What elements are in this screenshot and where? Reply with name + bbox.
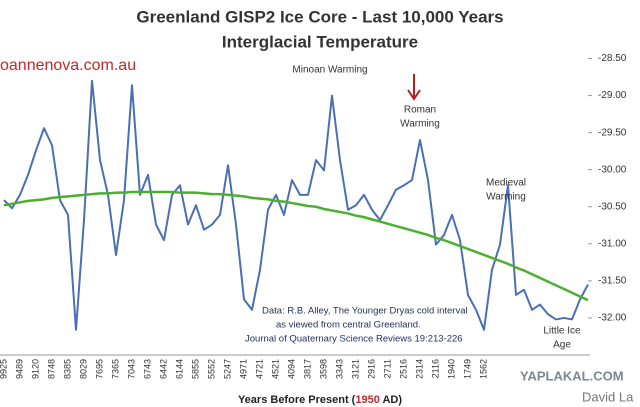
x-title-part: AD) <box>380 394 403 406</box>
x-tick-label: 8029 <box>78 359 88 379</box>
y-tick-label: -30.50 <box>598 201 627 212</box>
y-tick-label: -31.50 <box>598 276 627 287</box>
x-tick-label: 2116 <box>430 359 440 378</box>
x-tick-label: 3817 <box>302 359 312 379</box>
x-tick-label: 5247 <box>222 359 232 379</box>
x-tick-label: 4971 <box>238 359 248 379</box>
x-tick-label: 6442 <box>158 359 168 379</box>
x-tick-label: 2314 <box>414 359 424 379</box>
y-tick-label: -30.00 <box>598 164 627 175</box>
x-tick-label: 6743 <box>142 359 152 379</box>
y-tick-label: -29.50 <box>598 127 627 138</box>
x-tick-label: 1749 <box>462 359 472 379</box>
x-tick-label: 9120 <box>30 359 40 379</box>
y-tick-label: -31.00 <box>598 238 627 249</box>
x-tick-label: 4094 <box>286 359 296 379</box>
annotation: Medieval <box>486 178 526 189</box>
x-axis-title: Years Before Present (1950 AD) <box>238 394 402 406</box>
source-note: Data: R.B. Alley, The Younger Dryas cold… <box>262 306 468 317</box>
x-tick-label: 4721 <box>254 359 264 379</box>
annotation: Warming <box>400 119 440 130</box>
arrow <box>407 74 421 101</box>
trend-line <box>3 190 589 302</box>
x-tick-label: 1940 <box>446 359 456 379</box>
temperature-line <box>3 79 589 331</box>
x-tick-label: 7043 <box>126 359 136 379</box>
x-tick-label: 6144 <box>174 359 184 379</box>
x-tick-label: 4521 <box>270 359 280 379</box>
x-tick-label: 8748 <box>46 359 56 379</box>
annotation: Age <box>553 340 571 351</box>
x-tick-label: 7695 <box>94 359 104 379</box>
x-tick-label: 5552 <box>206 359 216 379</box>
x-tick-label: 3598 <box>318 359 328 379</box>
x-tick-label: 9489 <box>14 359 24 379</box>
x-tick-label: 1562 <box>478 359 488 379</box>
y-tick-label: -29.00 <box>598 90 627 101</box>
annotation: Minoan Warming <box>292 65 367 76</box>
x-tick-label: 2516 <box>398 359 408 379</box>
annotation: Warming <box>486 192 526 203</box>
annotation: Roman <box>404 105 436 116</box>
x-tick-label: 8385 <box>62 359 72 379</box>
source-note: Journal of Quaternary Science Reviews 19… <box>245 334 463 345</box>
watermark: oannenova.com.au <box>0 57 136 74</box>
y-tick-label: -32.00 <box>598 313 627 324</box>
x-tick-label: 2711 <box>382 359 392 378</box>
y-tick-label: -28.50 <box>598 53 627 64</box>
x-tick-label: 5855 <box>190 359 200 379</box>
x-tick-label: 2916 <box>366 359 376 379</box>
x-title-part: Years Before Present ( <box>238 394 356 406</box>
chart-subtitle: Interglacial Temperature <box>222 32 418 51</box>
x-tick-label: 3121 <box>350 359 360 379</box>
x-tick-label: 7365 <box>110 359 120 379</box>
annotation: Little Ice <box>543 326 581 337</box>
x-tick-label: 9925 <box>0 359 8 379</box>
overlay-text: YAPLAKAL.COM <box>520 368 624 383</box>
overlay-text: David La <box>582 389 634 404</box>
x-tick-label: 3343 <box>334 359 344 379</box>
chart-title: Greenland GISP2 Ice Core - Last 10,000 Y… <box>136 7 503 26</box>
x-title-part: 1950 <box>355 394 379 406</box>
source-note: as viewed from central Greenland. <box>276 320 421 331</box>
